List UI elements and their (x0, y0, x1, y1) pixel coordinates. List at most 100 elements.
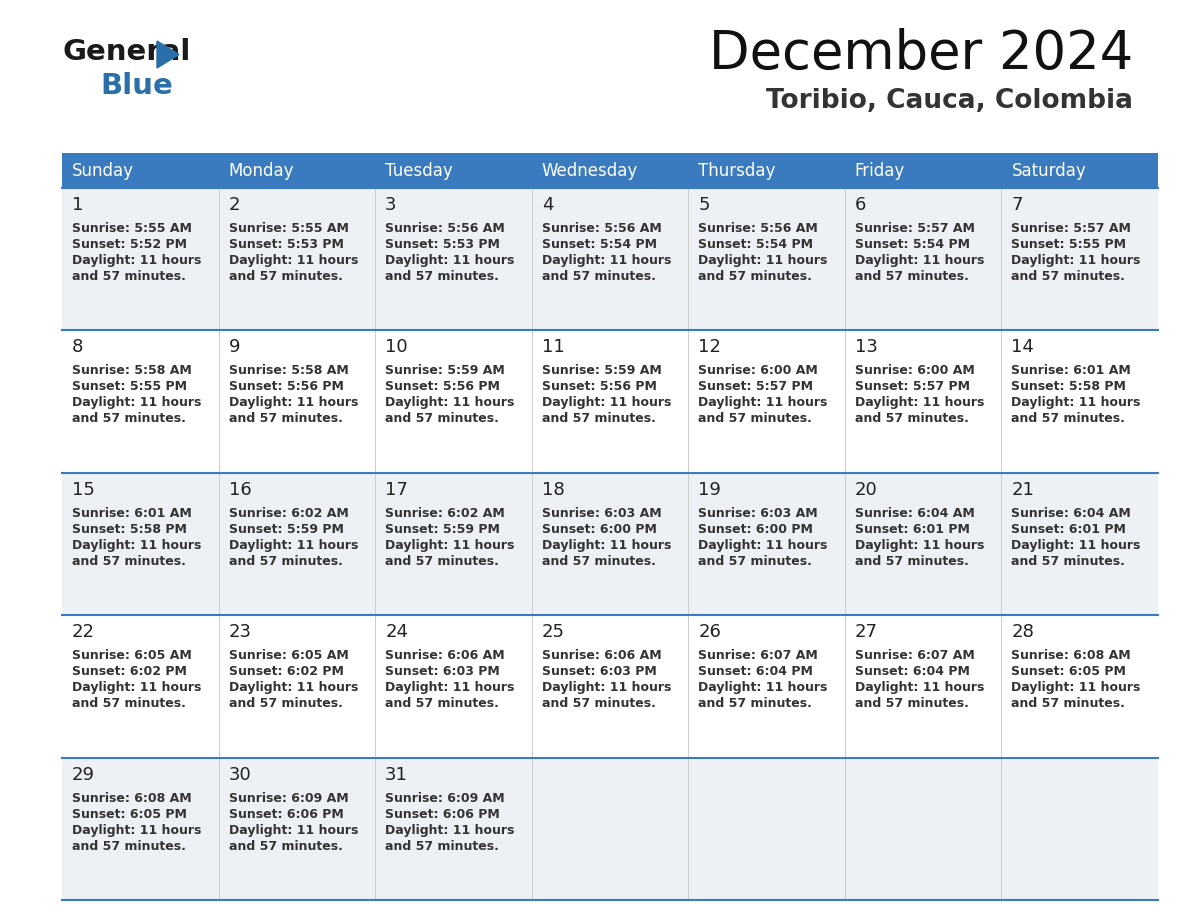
Text: Sunrise: 6:00 AM: Sunrise: 6:00 AM (699, 364, 819, 377)
Text: Sunrise: 6:01 AM: Sunrise: 6:01 AM (72, 507, 191, 520)
Text: 4: 4 (542, 196, 554, 214)
Polygon shape (157, 41, 179, 68)
Text: Daylight: 11 hours: Daylight: 11 hours (855, 254, 984, 267)
Text: and 57 minutes.: and 57 minutes. (72, 554, 185, 568)
Text: Sunset: 5:57 PM: Sunset: 5:57 PM (855, 380, 969, 394)
Text: Saturday: Saturday (1011, 162, 1086, 180)
Bar (688, 473, 845, 615)
Text: Sunset: 5:53 PM: Sunset: 5:53 PM (385, 238, 500, 251)
Text: Daylight: 11 hours: Daylight: 11 hours (1011, 254, 1140, 267)
Text: Sunrise: 5:56 AM: Sunrise: 5:56 AM (542, 222, 662, 235)
Bar (375, 473, 532, 615)
Text: Sunrise: 6:03 AM: Sunrise: 6:03 AM (542, 507, 662, 520)
Text: and 57 minutes.: and 57 minutes. (385, 412, 499, 425)
Text: 6: 6 (855, 196, 866, 214)
Text: Daylight: 11 hours: Daylight: 11 hours (228, 539, 358, 552)
Text: Daylight: 11 hours: Daylight: 11 hours (72, 681, 202, 694)
Bar (1001, 188, 1158, 330)
Text: 2: 2 (228, 196, 240, 214)
Text: Sunset: 6:00 PM: Sunset: 6:00 PM (699, 522, 813, 536)
Text: 24: 24 (385, 623, 409, 641)
Text: Sunset: 5:55 PM: Sunset: 5:55 PM (72, 380, 187, 394)
Text: Daylight: 11 hours: Daylight: 11 hours (699, 539, 828, 552)
Text: Daylight: 11 hours: Daylight: 11 hours (385, 539, 514, 552)
Text: and 57 minutes.: and 57 minutes. (1011, 554, 1125, 568)
Bar (845, 330, 1001, 473)
Text: Sunset: 5:57 PM: Sunset: 5:57 PM (699, 380, 814, 394)
Text: Sunset: 6:05 PM: Sunset: 6:05 PM (72, 808, 187, 821)
Text: and 57 minutes.: and 57 minutes. (228, 270, 342, 283)
Text: 16: 16 (228, 481, 252, 498)
Text: Daylight: 11 hours: Daylight: 11 hours (855, 539, 984, 552)
Text: Sunrise: 6:04 AM: Sunrise: 6:04 AM (855, 507, 974, 520)
Bar (219, 757, 375, 900)
Bar (688, 615, 845, 757)
Text: Daylight: 11 hours: Daylight: 11 hours (72, 823, 202, 836)
Bar (62, 757, 219, 900)
Text: Sunrise: 6:03 AM: Sunrise: 6:03 AM (699, 507, 817, 520)
Text: and 57 minutes.: and 57 minutes. (699, 697, 813, 711)
Text: Sunrise: 5:56 AM: Sunrise: 5:56 AM (385, 222, 505, 235)
Text: and 57 minutes.: and 57 minutes. (1011, 412, 1125, 425)
Text: Sunrise: 5:56 AM: Sunrise: 5:56 AM (699, 222, 819, 235)
Text: Sunrise: 6:02 AM: Sunrise: 6:02 AM (385, 507, 505, 520)
Text: 10: 10 (385, 339, 407, 356)
Bar (1001, 153, 1158, 188)
Text: 18: 18 (542, 481, 564, 498)
Text: Sunrise: 6:08 AM: Sunrise: 6:08 AM (1011, 649, 1131, 662)
Bar (1001, 615, 1158, 757)
Text: Daylight: 11 hours: Daylight: 11 hours (385, 681, 514, 694)
Text: and 57 minutes.: and 57 minutes. (72, 412, 185, 425)
Text: and 57 minutes.: and 57 minutes. (699, 270, 813, 283)
Text: Sunrise: 6:07 AM: Sunrise: 6:07 AM (855, 649, 974, 662)
Text: and 57 minutes.: and 57 minutes. (542, 270, 656, 283)
Text: Sunset: 6:04 PM: Sunset: 6:04 PM (699, 666, 813, 678)
Bar (375, 615, 532, 757)
Text: 8: 8 (72, 339, 83, 356)
Text: Sunset: 6:06 PM: Sunset: 6:06 PM (228, 808, 343, 821)
Text: Sunset: 6:06 PM: Sunset: 6:06 PM (385, 808, 500, 821)
Text: and 57 minutes.: and 57 minutes. (699, 412, 813, 425)
Text: and 57 minutes.: and 57 minutes. (855, 270, 968, 283)
Text: and 57 minutes.: and 57 minutes. (228, 697, 342, 711)
Text: 5: 5 (699, 196, 709, 214)
Text: and 57 minutes.: and 57 minutes. (1011, 697, 1125, 711)
Text: Sunset: 5:56 PM: Sunset: 5:56 PM (542, 380, 657, 394)
Text: Friday: Friday (855, 162, 905, 180)
Text: 31: 31 (385, 766, 407, 784)
Text: Sunset: 6:03 PM: Sunset: 6:03 PM (542, 666, 657, 678)
Text: Sunrise: 6:00 AM: Sunrise: 6:00 AM (855, 364, 974, 377)
Text: 1: 1 (72, 196, 83, 214)
Text: Sunset: 5:54 PM: Sunset: 5:54 PM (855, 238, 969, 251)
Text: and 57 minutes.: and 57 minutes. (385, 840, 499, 853)
Text: and 57 minutes.: and 57 minutes. (1011, 270, 1125, 283)
Text: 22: 22 (72, 623, 95, 641)
Text: Sunrise: 5:59 AM: Sunrise: 5:59 AM (542, 364, 662, 377)
Text: Sunrise: 6:08 AM: Sunrise: 6:08 AM (72, 791, 191, 804)
Bar (532, 615, 688, 757)
Text: 21: 21 (1011, 481, 1035, 498)
Text: Sunrise: 6:05 AM: Sunrise: 6:05 AM (72, 649, 191, 662)
Text: and 57 minutes.: and 57 minutes. (228, 554, 342, 568)
Text: Daylight: 11 hours: Daylight: 11 hours (72, 539, 202, 552)
Bar (375, 153, 532, 188)
Text: Sunset: 5:52 PM: Sunset: 5:52 PM (72, 238, 187, 251)
Text: Sunset: 5:59 PM: Sunset: 5:59 PM (385, 522, 500, 536)
Text: 29: 29 (72, 766, 95, 784)
Bar (1001, 473, 1158, 615)
Text: Daylight: 11 hours: Daylight: 11 hours (228, 254, 358, 267)
Text: 19: 19 (699, 481, 721, 498)
Text: Sunday: Sunday (72, 162, 134, 180)
Text: 14: 14 (1011, 339, 1035, 356)
Bar (219, 615, 375, 757)
Text: Daylight: 11 hours: Daylight: 11 hours (542, 539, 671, 552)
Bar (532, 473, 688, 615)
Text: 17: 17 (385, 481, 407, 498)
Text: Daylight: 11 hours: Daylight: 11 hours (72, 397, 202, 409)
Text: 23: 23 (228, 623, 252, 641)
Text: Daylight: 11 hours: Daylight: 11 hours (385, 254, 514, 267)
Bar (688, 188, 845, 330)
Text: Sunset: 5:54 PM: Sunset: 5:54 PM (699, 238, 814, 251)
Bar (219, 473, 375, 615)
Text: Tuesday: Tuesday (385, 162, 453, 180)
